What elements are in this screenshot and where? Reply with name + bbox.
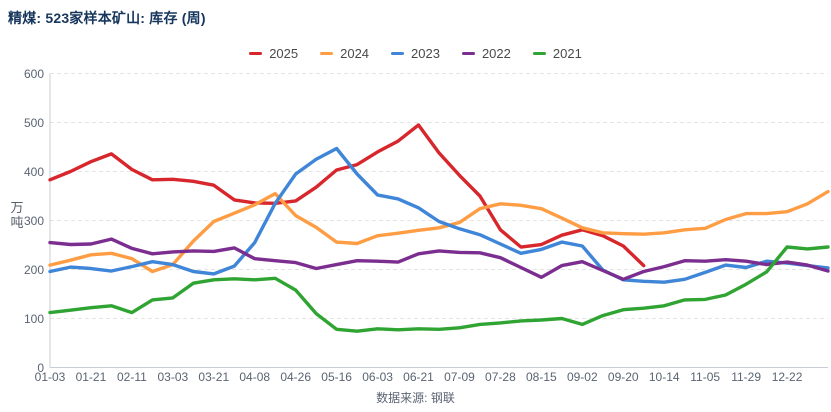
x-tick-label: 07-09: [444, 370, 475, 384]
y-axis-title: 万吨: [10, 200, 24, 230]
y-tick-label: 500: [23, 115, 44, 130]
x-tick-label: 01-03: [34, 370, 66, 384]
y-tick-label: 0: [37, 360, 44, 375]
legend-label: 2024: [340, 46, 370, 61]
series-line-2024[interactable]: [48, 189, 830, 274]
x-tick-label: 07-28: [485, 370, 516, 384]
y-tick-label: 400: [23, 164, 44, 179]
x-tick-label: 01-21: [75, 370, 107, 384]
legend-item-2025[interactable]: 2025: [249, 46, 298, 61]
x-tick-label: 06-03: [362, 370, 393, 384]
legend-label: 2022: [481, 46, 511, 61]
x-tick-label: 09-20: [607, 370, 639, 384]
x-tick-label: 05-16: [321, 370, 352, 384]
legend-marker-icon: [249, 52, 263, 55]
legend-marker-icon: [461, 52, 475, 55]
y-tick-label: 600: [23, 66, 44, 81]
legend-label: 2025: [269, 46, 299, 61]
chart-title: 精煤: 523家样本矿山: 库存 (周): [8, 10, 206, 26]
legend-marker-icon: [532, 52, 546, 55]
legend-marker-icon: [320, 52, 334, 55]
x-tick-label: 10-14: [648, 370, 680, 384]
series-line-2025[interactable]: [48, 123, 646, 268]
x-tick-label: 04-08: [239, 370, 271, 384]
legend-item-2022[interactable]: 2022: [461, 46, 511, 61]
x-tick-label: 06-21: [403, 370, 434, 384]
x-tick-label: 02-11: [116, 370, 147, 384]
legend-item-2021[interactable]: 2021: [532, 46, 582, 61]
series-line-2023[interactable]: [48, 146, 830, 284]
legend-label: 2023: [411, 46, 440, 61]
x-tick-label: 08-15: [526, 370, 557, 384]
series-line-2021[interactable]: [48, 245, 830, 333]
series-line-2022[interactable]: [48, 237, 830, 281]
x-tick-label: 12-22: [771, 370, 803, 384]
y-tick-label: 100: [23, 311, 44, 326]
x-tick-label: 09-02: [566, 370, 598, 384]
y-tick-label: 200: [23, 262, 44, 277]
legend-item-2024[interactable]: 2024: [320, 46, 369, 61]
x-tick-label: 03-03: [157, 370, 189, 384]
x-tick-label: 11-29: [731, 370, 761, 384]
chart-legend: 2025 2024 2023 2022 2021: [0, 46, 831, 61]
legend-marker-icon: [391, 52, 405, 55]
y-tick-label: 300: [23, 213, 44, 228]
legend-item-2023[interactable]: 2023: [391, 46, 440, 61]
x-tick-label: 11-05: [690, 370, 721, 384]
legend-label: 2021: [552, 46, 582, 61]
x-tick-label: 04-26: [280, 370, 312, 384]
data-source-note: 数据来源: 钢联: [376, 391, 455, 405]
x-tick-label: 03-21: [198, 370, 230, 384]
